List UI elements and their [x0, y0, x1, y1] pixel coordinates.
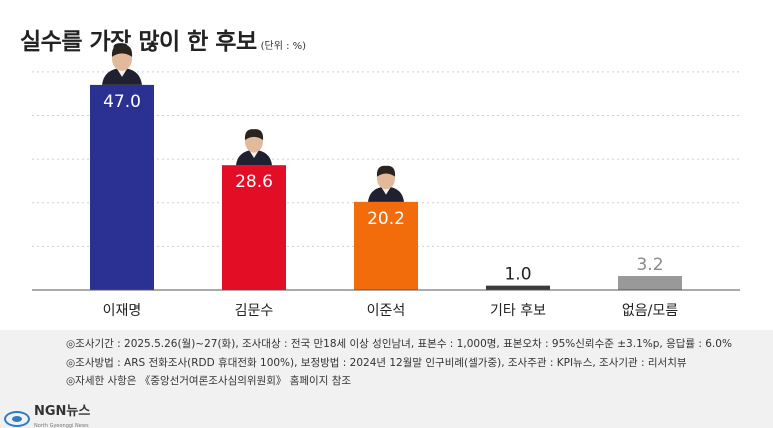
logo-name: NGN뉴스	[34, 404, 91, 419]
logo-subtitle: North Gyeonggi News	[34, 423, 89, 428]
category-label-2: 김문수	[235, 303, 274, 319]
candidate-photo-3	[368, 165, 404, 202]
hair	[111, 44, 133, 57]
shirt	[117, 68, 127, 77]
data-label-1: 47.0	[103, 92, 141, 112]
candidate-photo-1	[102, 44, 142, 85]
data-label-5: 3.2	[636, 255, 663, 275]
category-label-5: 없음/모름	[622, 303, 678, 319]
note-line-period: ◎조사기간 : 2025.5.26(월)~27(화), 조사대상 : 전국 만1…	[66, 338, 732, 350]
category-label-1: 이재명	[103, 303, 142, 319]
bar-4	[486, 285, 550, 290]
note-line-reference: ◎자세한 사항은 《중앙선거여론조사심의위원회》 홈페이지 참조	[66, 375, 352, 387]
bar-chart: 47.0 이재명 28.6 김문수 20.2 이준석 1.0 기타 후보 3.2 없음/모름	[32, 44, 740, 319]
ngn-logo: NGN뉴스 North Gyeonggi News	[4, 405, 90, 428]
unit-label: (단위 : %)	[260, 41, 307, 52]
bar-3	[354, 201, 418, 290]
title-block: 실수를 가장 많이 한 후보 (단위 : %)	[20, 22, 306, 56]
bar-1	[90, 84, 154, 290]
data-label-2: 28.6	[235, 172, 273, 192]
logo-text-block: NGN뉴스 North Gyeonggi News	[34, 405, 90, 428]
shirt	[249, 150, 259, 158]
bar-5	[618, 276, 682, 290]
hair	[376, 165, 396, 177]
shirt	[381, 187, 391, 195]
candidate-photo-2	[236, 129, 272, 166]
survey-footer: ◎조사기간 : 2025.5.26(월)~27(화), 조사대상 : 전국 만1…	[0, 330, 773, 428]
bar-2	[222, 165, 286, 290]
chart-title: 실수를 가장 많이 한 후보	[20, 29, 257, 55]
ngn-logo-icon	[4, 411, 30, 427]
data-label-3: 20.2	[367, 209, 405, 229]
data-label-4: 1.0	[504, 265, 531, 285]
hair	[244, 129, 264, 140]
category-label-4: 기타 후보	[490, 303, 546, 319]
survey-notes: ◎조사기간 : 2025.5.26(월)~27(화), 조사대상 : 전국 만1…	[66, 335, 732, 391]
category-label-3: 이준석	[367, 303, 406, 319]
note-line-method: ◎조사방법 : ARS 전화조사(RDD 휴대전화 100%), 보정방법 : …	[66, 356, 687, 369]
